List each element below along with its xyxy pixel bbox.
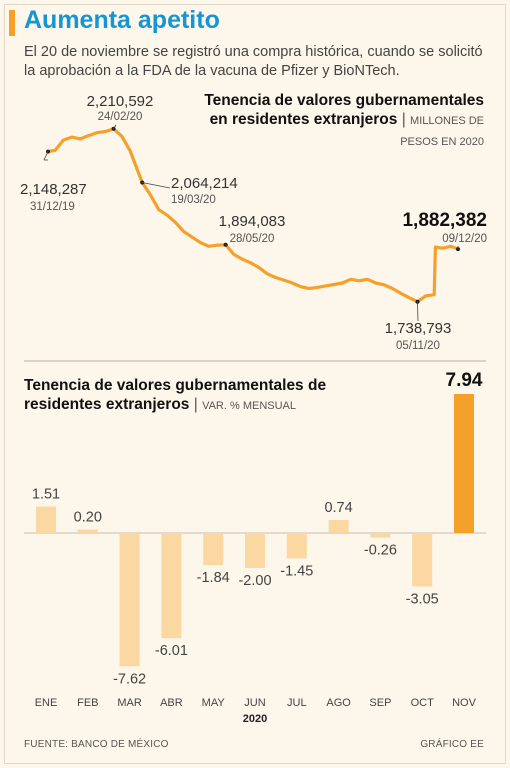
line-annotation-value: 1,738,793 (385, 320, 452, 337)
bar-oct (412, 533, 433, 587)
bar-value-label: -2.00 (238, 573, 271, 589)
line-annotation-date: 19/03/20 (171, 194, 216, 206)
bar-chart: 1.51 ENE 0.20 FEB -7.62 MAR -6.01 ABR -1.84 MAY -2… (32, 370, 483, 725)
bar-chart-unit: VAR. % MENSUAL (202, 400, 297, 412)
bar-jun (245, 533, 265, 568)
bar-feb (77, 529, 98, 533)
source-note: FUENTE: BANCO DE MÉXICO (24, 739, 169, 750)
page-subtitle: El 20 de noviembre se registró una compr… (24, 44, 483, 79)
bar-ago (328, 520, 349, 533)
bar-value-label: -1.45 (280, 563, 313, 579)
line-chart-title-separator: | (401, 111, 406, 128)
bar-category-label: MAR (117, 697, 142, 709)
bar-value-label: 7.94 (446, 370, 483, 391)
annotation-leader (142, 182, 171, 189)
line-annotation-date: 09/12/20 (442, 233, 487, 245)
line-annotation-value: 2,148,287 (20, 181, 87, 198)
page-title: Aumenta apetito (24, 6, 220, 34)
bar-value-label: -7.62 (113, 671, 146, 687)
line-chart-title-text: Tenencia de valores gubernamentales en r… (204, 92, 484, 128)
line-annotation-date: 28/05/20 (230, 233, 275, 245)
infographic-frame (4, 4, 506, 764)
bar-sep (370, 533, 391, 538)
line-annotation-value: 1,894,083 (219, 213, 286, 230)
bar-chart-title-separator: | (193, 396, 198, 413)
bar-value-label: -1.84 (197, 570, 230, 586)
bar-value-label: 0.74 (324, 500, 352, 516)
bar-category-label: AGO (326, 697, 351, 709)
bar-category-label: OCT (411, 697, 435, 709)
bar-value-label: 1.51 (32, 487, 60, 503)
line-annotation-date: 05/11/20 (396, 340, 440, 352)
bar-value-label: -6.01 (155, 643, 188, 659)
holdings-line (46, 127, 460, 304)
bar-chart-title: Tenencia de valores gubernamentales de r… (24, 376, 354, 416)
bar-category-label: MAY (202, 697, 226, 709)
annotation-leader (43, 151, 49, 161)
bar-category-label: ENE (35, 697, 58, 709)
title-accent-bar (9, 10, 15, 36)
bar-year-label: 2020 (243, 713, 267, 725)
bar-nov (454, 394, 474, 533)
bar-value-label: -0.26 (364, 543, 397, 559)
bar-abr (161, 533, 182, 639)
line-chart-title: Tenencia de valores gubernamentales en r… (184, 91, 484, 152)
bar-category-label: JUL (287, 697, 307, 709)
credit-note: GRÁFICO EE (420, 739, 484, 750)
bar-category-label: FEB (77, 697, 98, 709)
bar-category-label: JUN (244, 697, 265, 709)
bar-category-label: NOV (452, 697, 477, 709)
bar-ene (36, 506, 56, 533)
bar-value-label: 0.20 (74, 510, 102, 526)
bar-mar (119, 533, 140, 667)
bar-category-label: SEP (369, 697, 391, 709)
bar-may (203, 533, 224, 566)
bar-value-label: -3.05 (406, 591, 439, 607)
annotation-leader (113, 124, 117, 130)
annotation-leader (417, 301, 419, 322)
line-chart-unit: MILLONES DE PESOS EN 2020 (400, 115, 484, 148)
bar-category-label: ABR (160, 697, 183, 709)
bar-chart-title-text: Tenencia de valores gubernamentales de r… (24, 377, 327, 413)
line-annotation-date: 24/02/20 (98, 111, 143, 123)
line-annotation-value: 2,064,214 (171, 175, 238, 192)
line-annotation-value: 2,210,592 (87, 93, 154, 110)
line-point-marker (46, 149, 50, 154)
line-annotation-value: 1,882,382 (402, 210, 487, 231)
bar-jul (286, 533, 307, 559)
line-annotation-date: 31/12/19 (30, 201, 75, 213)
